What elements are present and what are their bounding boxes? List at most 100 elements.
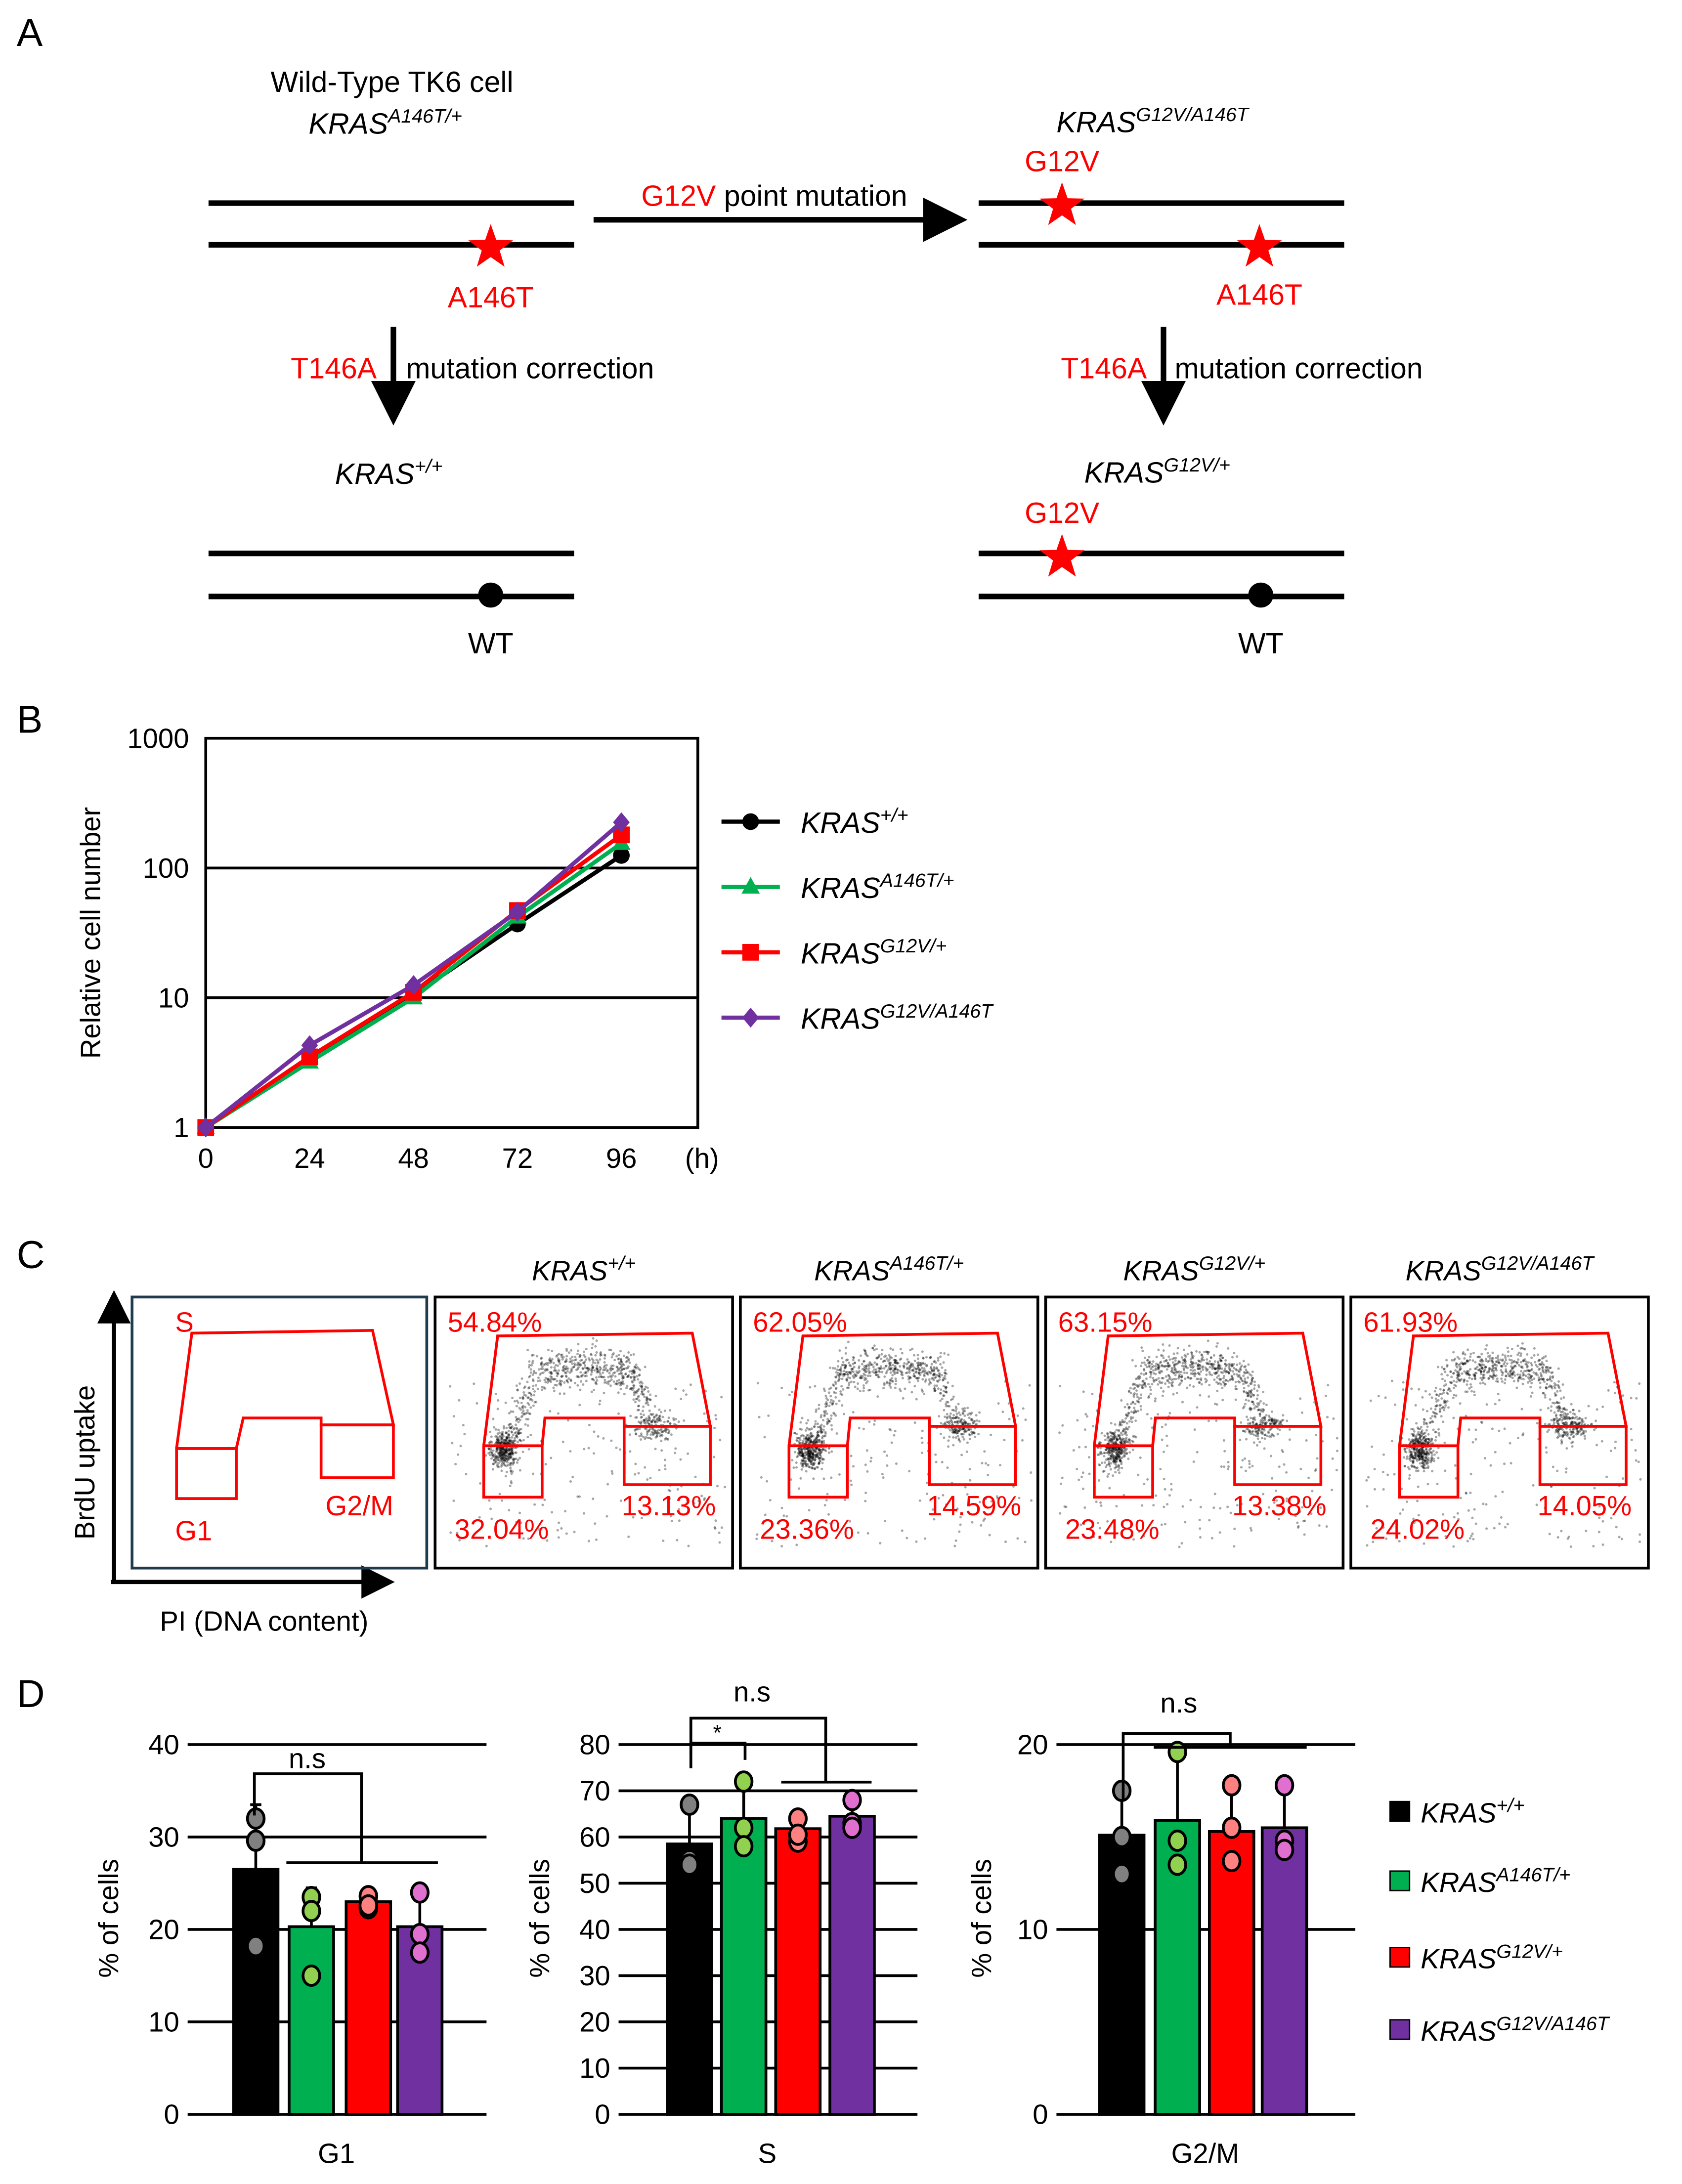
genotype-label: KRASG12V/+	[1421, 1940, 1563, 1974]
data-point	[1112, 1863, 1132, 1885]
y-tick-label: 0	[164, 2099, 179, 2130]
legend-item: KRAS+/+	[1389, 1795, 1524, 1828]
legend-swatch	[1389, 1947, 1411, 1968]
data-point	[733, 1770, 754, 1793]
plot-frame	[204, 736, 699, 1129]
wt-label: WT	[1238, 627, 1284, 660]
y-tick-label: 100	[143, 853, 189, 884]
significance-bracket	[1121, 1732, 1232, 1802]
data-point	[1222, 1850, 1242, 1873]
g1-percent: 23.36%	[760, 1514, 854, 1545]
s-percent: 54.84%	[448, 1307, 542, 1338]
g2m-percent: 13.38%	[1232, 1490, 1327, 1521]
x-tick-label: 48	[398, 1143, 429, 1174]
y-axis-label: % of cells	[93, 1859, 124, 1978]
data-point	[302, 1900, 321, 1923]
marker-diamond	[509, 901, 526, 922]
g12v-label: G12V	[1025, 145, 1100, 177]
data-point	[680, 1793, 699, 1816]
scatter-dots	[1365, 1342, 1642, 1548]
significance-bracket	[689, 1716, 827, 1782]
s-percent: 62.05%	[753, 1307, 847, 1338]
g12v-genotype: KRASG12V/+	[1084, 454, 1230, 489]
data-point	[1222, 1774, 1242, 1797]
g1-gate	[482, 1444, 544, 1499]
bar-chart-G1: 0 10 20 30 40 % of cells G1 n.s	[93, 1729, 487, 2169]
panel-a: A Wild-Type TK6 cell KRASA146T/+ A146T G…	[17, 11, 1423, 660]
marker-diamond	[742, 1007, 759, 1028]
bar	[345, 1900, 392, 2116]
g1-percent: 23.48%	[1065, 1514, 1160, 1545]
significance-star: *	[713, 1720, 722, 1745]
data-point	[246, 1829, 266, 1852]
scatter-dots	[755, 1340, 1033, 1548]
y-tick-label: 60	[579, 1822, 610, 1853]
bar	[774, 1827, 822, 2116]
marker-triangle	[741, 877, 760, 894]
g1-gate	[1093, 1444, 1154, 1499]
bar-chart-G2/M: 0 10 20 % of cells G2/M n.s	[966, 1687, 1356, 2169]
genotype-label: KRASA146T/+	[1421, 1864, 1570, 1898]
data-point	[680, 1853, 699, 1876]
y-tick-label: 20	[1017, 1729, 1048, 1760]
y-tick-label: 80	[579, 1729, 610, 1760]
mutation-star-icon	[1039, 534, 1085, 577]
g1-percent: 24.02%	[1370, 1514, 1465, 1545]
g2m-gate	[319, 1423, 395, 1479]
wt-title: Wild-Type TK6 cell	[271, 66, 514, 98]
y-tick-label: 30	[148, 1822, 179, 1853]
a146t-label: A146T	[448, 281, 534, 314]
y-axis-label: % of cells	[966, 1859, 997, 1978]
data-point	[1167, 1741, 1187, 1763]
data-point	[302, 1964, 321, 1987]
x-axis-label: G1	[318, 2138, 355, 2169]
y-tick-label: 50	[579, 1868, 610, 1899]
data-point	[842, 1816, 862, 1839]
legend-item: KRASA146T/+	[721, 870, 954, 904]
data-point	[410, 1881, 430, 1904]
bar	[1208, 1830, 1255, 2116]
g2m-gate	[1538, 1425, 1628, 1486]
g2m-gate	[928, 1425, 1017, 1486]
data-point	[1274, 1839, 1294, 1861]
data-point	[1167, 1829, 1187, 1852]
genotype-label: KRASA146T/+	[814, 1252, 964, 1286]
x-axis-label: G2/M	[1171, 2138, 1239, 2169]
data-point	[1112, 1826, 1132, 1848]
significance-bracket	[253, 1772, 363, 1863]
g1-gate	[175, 1447, 238, 1500]
x-axis-label: S	[758, 2138, 777, 2169]
data-point	[1112, 1779, 1132, 1802]
genotype-label: KRASG12V/+	[801, 935, 947, 970]
data-point	[410, 1923, 430, 1945]
schematic-plot: S G1 G2/M	[130, 1295, 429, 1570]
bar	[232, 1868, 280, 2116]
legend-swatch	[1389, 1800, 1411, 1822]
data-point	[1274, 1774, 1294, 1797]
t146a-label: T146A	[291, 352, 377, 385]
flow-plot: KRASG12V/A146T 61.93% 24.02% 14.05%	[1349, 1252, 1650, 1570]
mutation-star-icon	[1237, 224, 1282, 267]
g2m-percent: 14.59%	[927, 1490, 1021, 1521]
panel-label-a: A	[17, 11, 43, 54]
legend-swatch	[1389, 2019, 1411, 2040]
legend-item: KRAS+/+	[721, 805, 908, 839]
x-tick-label: 96	[606, 1143, 637, 1174]
genotype-label: KRAS+/+	[532, 1252, 636, 1286]
y-tick-label: 10	[579, 2053, 610, 2084]
y-tick-label: 1	[173, 1112, 189, 1143]
x-tick-label: 72	[502, 1143, 533, 1174]
legend-item: KRASG12V/A146T	[1389, 2013, 1610, 2047]
data-point	[842, 1789, 862, 1811]
bar	[720, 1817, 768, 2116]
bar	[828, 1815, 876, 2116]
g2m-percent: 14.05%	[1537, 1490, 1632, 1521]
y-axis-label: BrdU uptake	[69, 1385, 100, 1540]
y-tick-label: 20	[148, 1914, 179, 1945]
panel-label-d: D	[17, 1672, 45, 1715]
y-tick-label: 1000	[127, 723, 189, 754]
y-axis-label: % of cells	[524, 1859, 555, 1978]
x-tick-label: 0	[198, 1143, 214, 1174]
bar	[288, 1925, 335, 2116]
